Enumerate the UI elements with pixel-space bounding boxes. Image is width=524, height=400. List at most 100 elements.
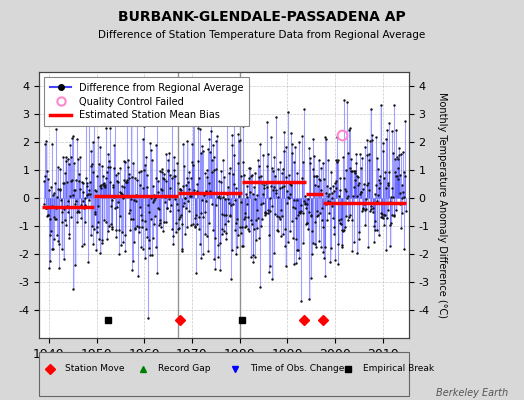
Point xyxy=(123,177,132,184)
Point xyxy=(151,195,159,202)
Point xyxy=(292,236,300,242)
Point xyxy=(95,161,103,168)
Point xyxy=(174,207,182,214)
Point xyxy=(97,182,105,188)
Point xyxy=(195,175,203,181)
Point xyxy=(173,226,182,232)
Point xyxy=(96,144,104,150)
Point xyxy=(216,195,224,202)
Point xyxy=(181,231,189,237)
Point xyxy=(335,216,343,223)
Point xyxy=(274,228,282,234)
Point xyxy=(124,164,133,170)
Point xyxy=(308,251,316,257)
Point xyxy=(193,124,202,131)
Point xyxy=(401,207,410,214)
Point xyxy=(276,216,285,222)
Point xyxy=(293,247,302,253)
Point xyxy=(248,220,256,227)
Point xyxy=(220,228,228,234)
Point xyxy=(139,246,148,252)
Point xyxy=(192,220,201,227)
Point xyxy=(290,261,299,267)
Point xyxy=(232,185,240,191)
Point xyxy=(361,222,369,228)
Point xyxy=(181,195,190,201)
Point xyxy=(398,210,406,216)
Point xyxy=(49,214,58,220)
Point xyxy=(377,214,385,220)
Point xyxy=(103,169,112,175)
Point xyxy=(335,175,344,181)
Point xyxy=(392,173,401,179)
Point xyxy=(391,127,400,133)
Point xyxy=(225,170,233,176)
Point xyxy=(399,149,407,156)
Point xyxy=(45,186,53,193)
Point xyxy=(126,216,135,223)
Point xyxy=(270,154,278,160)
Point xyxy=(84,190,92,197)
Point xyxy=(204,146,212,152)
Point xyxy=(44,212,52,219)
Point xyxy=(313,173,322,180)
Point xyxy=(367,203,375,209)
Point xyxy=(344,217,352,224)
Point xyxy=(345,125,354,132)
Point xyxy=(333,157,342,164)
Point xyxy=(298,174,306,181)
Point xyxy=(288,141,296,147)
Point xyxy=(241,224,249,230)
Point xyxy=(147,147,156,154)
Point xyxy=(123,179,131,186)
Point xyxy=(51,180,59,187)
Point xyxy=(129,197,138,203)
Point xyxy=(135,228,144,235)
Point xyxy=(359,205,368,212)
Text: Record Gap: Record Gap xyxy=(158,364,210,373)
Point xyxy=(332,185,341,192)
Point xyxy=(125,210,133,216)
Point xyxy=(49,192,57,198)
Point xyxy=(75,171,84,177)
Point xyxy=(112,234,121,240)
Point xyxy=(158,168,167,175)
Point xyxy=(280,226,289,232)
Point xyxy=(358,186,367,192)
Point xyxy=(339,154,347,161)
Point xyxy=(263,184,271,190)
Text: BURBANK-GLENDALE-PASSADENA AP: BURBANK-GLENDALE-PASSADENA AP xyxy=(118,10,406,24)
Point xyxy=(127,196,135,202)
Point xyxy=(196,126,204,132)
Point xyxy=(385,168,393,175)
Point xyxy=(257,173,265,179)
Point xyxy=(112,226,120,233)
Point xyxy=(383,214,391,221)
Point xyxy=(47,183,55,190)
Point xyxy=(214,194,223,200)
Point xyxy=(64,198,72,204)
Point xyxy=(96,250,105,256)
Point xyxy=(271,173,279,179)
Point xyxy=(268,165,276,172)
Point xyxy=(258,191,267,197)
Point xyxy=(175,225,183,232)
Point xyxy=(272,187,281,194)
Point xyxy=(202,198,210,204)
Point xyxy=(182,224,191,230)
Point xyxy=(326,258,335,265)
Point xyxy=(50,190,58,196)
Point xyxy=(281,243,289,250)
Point xyxy=(320,254,328,261)
Point xyxy=(329,215,337,221)
Point xyxy=(362,196,370,202)
Point xyxy=(201,170,209,176)
Point xyxy=(283,188,291,194)
Point xyxy=(45,265,53,271)
Point xyxy=(390,213,398,219)
Point xyxy=(259,152,268,158)
Point xyxy=(169,154,178,160)
Point xyxy=(178,246,186,252)
Point xyxy=(156,168,165,174)
Point xyxy=(104,164,112,171)
